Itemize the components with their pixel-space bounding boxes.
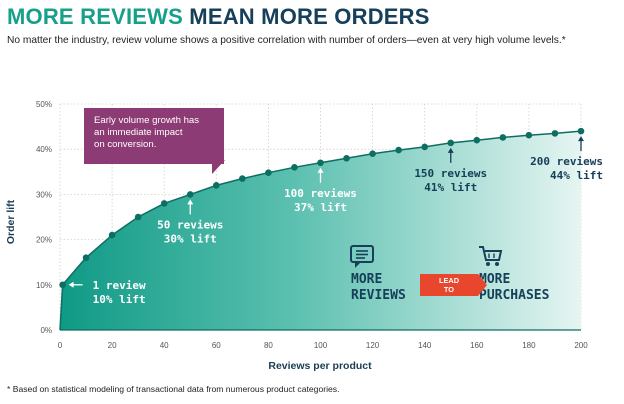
annotation-line2: 37% lift xyxy=(294,201,347,214)
x-tick-label: 120 xyxy=(366,341,380,350)
data-point xyxy=(525,131,533,139)
data-point xyxy=(265,169,272,177)
data-point xyxy=(317,159,324,167)
data-point xyxy=(473,136,481,144)
footnote: * Based on statistical modeling of trans… xyxy=(7,384,340,394)
annotation-line1: 1 review xyxy=(93,279,146,292)
data-point xyxy=(395,146,402,154)
data-point xyxy=(239,175,246,182)
y-tick-label: 20% xyxy=(36,236,52,245)
callout-line2: an immediate impact xyxy=(94,127,183,138)
data-point xyxy=(213,182,220,189)
data-point xyxy=(369,150,376,158)
x-tick-label: 180 xyxy=(522,341,536,350)
data-point xyxy=(134,213,142,221)
data-point xyxy=(421,143,429,151)
x-axis-label: Reviews per product xyxy=(268,360,372,372)
title-rest: MEAN MORE ORDERS xyxy=(189,4,430,29)
y-tick-label: 30% xyxy=(36,190,52,199)
data-point xyxy=(447,139,455,147)
data-point xyxy=(186,191,194,198)
x-tick-label: 100 xyxy=(314,341,328,350)
data-point xyxy=(551,130,559,137)
flow-left-line1: MORE xyxy=(351,272,382,287)
lift-curve xyxy=(59,130,582,331)
x-tick-label: 160 xyxy=(470,341,484,350)
y-tick-label: 50% xyxy=(36,100,52,109)
shopping-cart-icon xyxy=(479,246,503,266)
page-subtitle: No matter the industry, review volume sh… xyxy=(7,35,566,46)
y-tick-label: 0% xyxy=(40,326,52,335)
data-point xyxy=(343,154,350,162)
data-point xyxy=(160,200,168,207)
x-tick-label: 140 xyxy=(418,341,432,350)
x-tick-label: 40 xyxy=(160,341,169,350)
x-tick-label: 0 xyxy=(58,341,63,350)
annotation-line2: 44% lift xyxy=(550,169,603,182)
callout-box: Early volume growth has an immediate imp… xyxy=(84,108,224,164)
x-tick-label: 60 xyxy=(212,341,221,350)
flow-left-line2: REVIEWS xyxy=(351,288,406,303)
comment-icon xyxy=(350,245,374,268)
data-point xyxy=(59,281,66,289)
x-tick-label: 80 xyxy=(264,341,273,350)
annotation-line1: 100 reviews xyxy=(284,187,357,200)
flow-right-line2: PURCHASES xyxy=(479,288,550,303)
lead-to-line1: LEAD xyxy=(438,276,460,285)
annotation-line2: 10% lift xyxy=(93,293,146,306)
y-axis-label: Order lift xyxy=(5,199,17,244)
y-tick-label: 10% xyxy=(36,281,52,290)
annotation-line1: 200 reviews xyxy=(530,155,603,168)
title-highlight: MORE REVIEWS xyxy=(7,4,183,29)
annotation-line1: 150 reviews xyxy=(414,167,487,180)
x-tick-label: 20 xyxy=(108,341,117,350)
annotation-line1: 50 reviews xyxy=(157,218,223,231)
annotation-line2: 41% lift xyxy=(424,181,477,194)
annotation-line2: 30% lift xyxy=(164,232,217,245)
data-point xyxy=(108,231,116,239)
data-point xyxy=(577,127,585,135)
data-point xyxy=(82,254,90,261)
lead-to-arrow: LEAD TO xyxy=(420,274,487,296)
callout-pointer xyxy=(212,160,225,174)
data-point xyxy=(499,134,507,141)
callout-line3: on conversion. xyxy=(94,139,157,150)
page-title: MORE REVIEWS MEAN MORE ORDERS xyxy=(7,4,430,30)
callout-line1: Early volume growth has xyxy=(94,115,200,126)
y-tick-label: 40% xyxy=(36,145,52,154)
lead-to-line2: TO xyxy=(443,284,455,294)
data-point xyxy=(291,163,298,171)
x-tick-label: 200 xyxy=(574,341,588,350)
